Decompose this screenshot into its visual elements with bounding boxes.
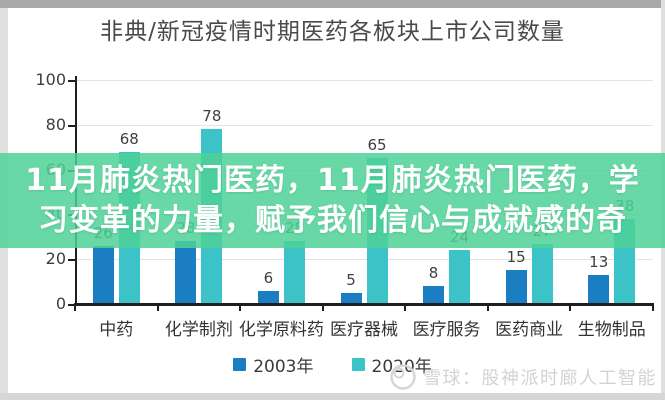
x-axis-tick <box>156 304 159 311</box>
legend-item-2003年: 2003年 <box>233 352 314 377</box>
bar-2003年-医疗服务 <box>423 286 445 303</box>
grid-line <box>75 259 653 261</box>
bar-value-label: 8 <box>428 264 439 283</box>
grid-line <box>75 80 653 81</box>
x-category-label: 中药 <box>99 320 134 340</box>
x-category-label: 医疗服务 <box>412 320 481 340</box>
y-tick-label: 80 <box>45 114 66 134</box>
legend-item-2020年: 2020年 <box>351 352 432 377</box>
watermark-text: 雪球：股神派时廊人工智能 <box>423 368 657 389</box>
bar-2003年-医疗器械 <box>340 292 362 303</box>
bar-2003年-化学原料药 <box>257 290 279 303</box>
bar-value-label: 6 <box>263 268 274 287</box>
x-axis <box>74 303 654 306</box>
x-axis-tick <box>239 304 242 311</box>
bar-value-label: 65 <box>367 136 387 155</box>
bar-value-label: 68 <box>119 129 139 148</box>
overlay-text-line-2: 习变革的力量，赋予我们信心与成就感的奇 <box>38 202 627 238</box>
page-top-strip <box>0 0 665 8</box>
bar-2020年-医疗服务 <box>449 250 471 303</box>
legend-swatch <box>233 358 247 371</box>
x-axis-tick <box>486 304 489 311</box>
x-category-label: 化学原料药 <box>238 320 324 340</box>
bar-2003年-中药 <box>92 245 114 303</box>
bar-value-label: 5 <box>346 270 356 289</box>
promo-text-overlay: 11月肺炎热门医药，11月肺炎热门医药，学 习变革的力量，赋予我们信心与成就感的… <box>0 153 665 248</box>
page-bottom-strip <box>0 393 665 400</box>
y-axis-tick <box>68 80 75 82</box>
x-category-label: 医疗器械 <box>330 320 398 340</box>
x-axis-tick <box>569 304 572 311</box>
overlay-text-line-1: 11月肺炎热门医药，11月肺炎热门医药，学 <box>25 162 640 198</box>
x-axis-tick <box>74 304 76 311</box>
x-axis-tick <box>652 304 654 311</box>
x-category-label: 生物制品 <box>577 320 646 340</box>
x-category-label: 化学制剂 <box>164 320 233 340</box>
bar-2020年-医药商业 <box>531 243 553 303</box>
bar-2020年-化学原料药 <box>283 241 305 303</box>
y-axis-tick <box>68 259 75 262</box>
bar-value-label: 78 <box>202 107 222 126</box>
y-tick-label: 20 <box>45 249 66 269</box>
bar-2003年-化学制剂 <box>175 241 197 303</box>
bar-2003年-医药商业 <box>505 270 527 303</box>
y-axis-tick <box>68 304 75 306</box>
chart-legend: 2003年 2020年 <box>0 352 665 377</box>
xueqiu-snowball-icon <box>390 364 416 390</box>
watermark: 雪球：股神派时廊人工智能 <box>389 363 657 391</box>
x-axis-tick <box>321 304 324 311</box>
grid-line <box>75 124 653 126</box>
x-category-label: 医药商业 <box>495 320 564 340</box>
bar-value-label: 15 <box>506 248 526 267</box>
y-tick-label: 0 <box>55 294 66 313</box>
y-axis-tick <box>68 124 75 127</box>
chart-title: 非典/新冠疫情时期医药各板块上市公司数量 <box>100 19 565 45</box>
x-axis-tick <box>404 304 407 311</box>
legend-label: 2003年 <box>253 357 314 377</box>
legend-label: 2020年 <box>371 357 432 377</box>
bar-value-label: 13 <box>589 252 609 271</box>
bar-2003年-生物制品 <box>588 274 610 303</box>
y-tick-label: 100 <box>35 70 66 89</box>
legend-swatch <box>351 358 365 371</box>
